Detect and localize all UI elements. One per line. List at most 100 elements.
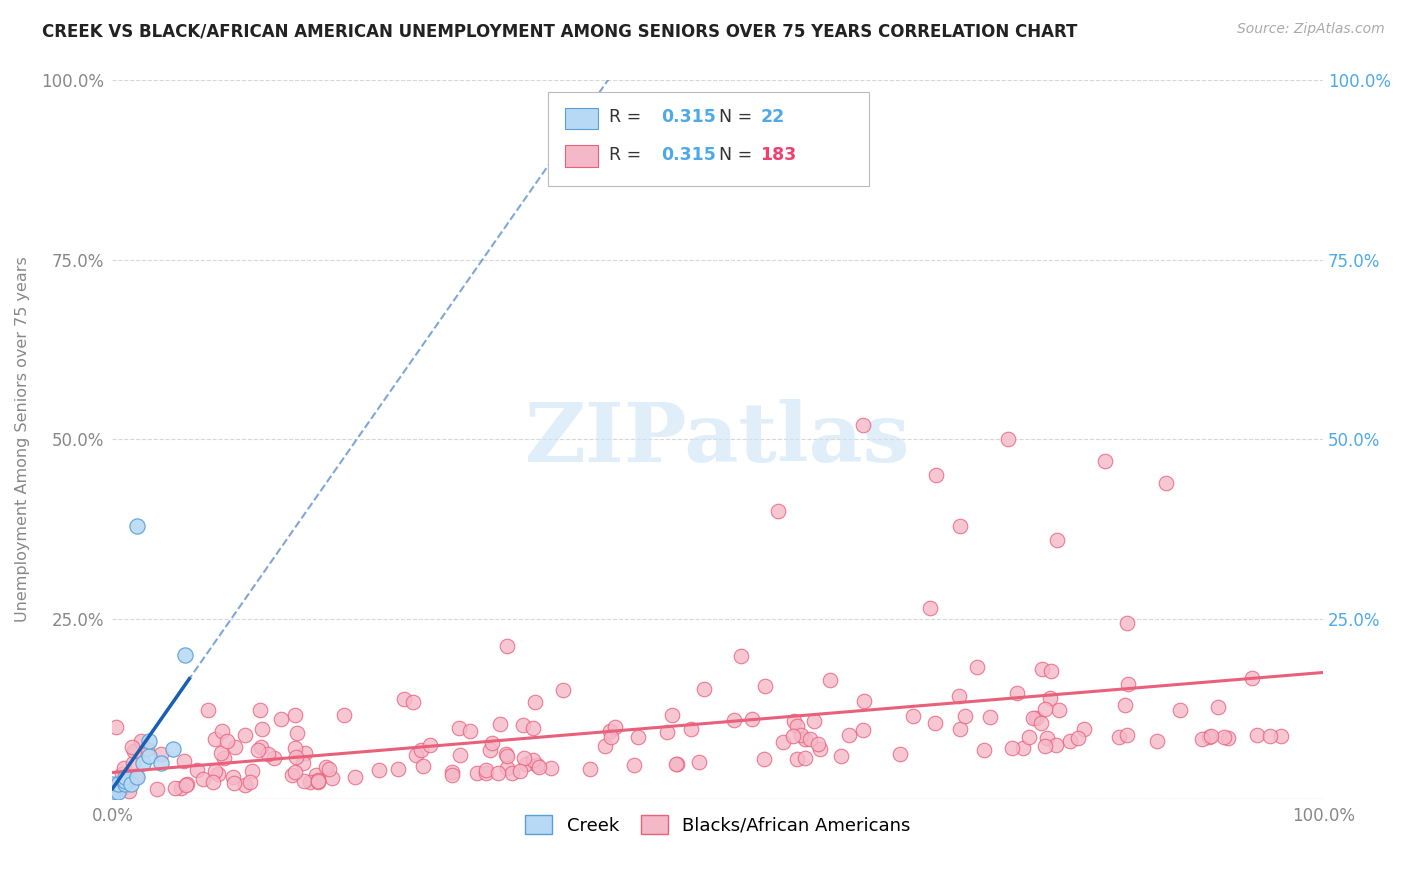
- Point: [112, 761, 135, 775]
- Point: [808, 742, 831, 756]
- Point: [1240, 671, 1263, 685]
- Point: [1116, 615, 1139, 630]
- Point: [786, 719, 808, 733]
- Point: [103, 784, 125, 798]
- Point: [441, 768, 464, 782]
- Point: [579, 762, 602, 776]
- Point: [465, 765, 488, 780]
- Point: [1094, 454, 1116, 468]
- Point: [1001, 741, 1024, 756]
- Point: [105, 779, 128, 793]
- Point: [174, 648, 197, 662]
- Point: [246, 743, 269, 757]
- Point: [693, 682, 716, 697]
- Point: [284, 741, 307, 756]
- Point: [830, 748, 852, 763]
- Point: [165, 780, 187, 795]
- Point: [1260, 729, 1282, 743]
- Point: [475, 763, 498, 777]
- Point: [1116, 728, 1139, 742]
- Point: [803, 714, 825, 728]
- Point: [955, 708, 977, 723]
- Point: [394, 692, 416, 706]
- Point: [1035, 731, 1057, 746]
- Point: [924, 715, 946, 730]
- Point: [1035, 739, 1057, 753]
- Point: [125, 770, 148, 784]
- Point: [315, 760, 337, 774]
- Point: [191, 772, 214, 787]
- Point: [409, 743, 432, 757]
- Legend: Creek, Blacks/African Americans: Creek, Blacks/African Americans: [516, 806, 920, 844]
- Point: [918, 601, 941, 615]
- Point: [212, 751, 235, 765]
- Point: [593, 739, 616, 753]
- Point: [402, 695, 425, 709]
- Point: [794, 732, 817, 747]
- Point: [412, 759, 434, 773]
- Point: [949, 518, 972, 533]
- Point: [440, 765, 463, 780]
- Point: [118, 783, 141, 797]
- Point: [114, 773, 136, 788]
- Point: [1031, 662, 1053, 676]
- Point: [122, 744, 145, 758]
- Point: [1108, 730, 1130, 744]
- Text: R =: R =: [609, 108, 647, 127]
- Point: [1011, 741, 1033, 756]
- Point: [478, 743, 501, 757]
- Point: [447, 721, 470, 735]
- Point: [1270, 729, 1292, 743]
- Point: [284, 764, 307, 779]
- Point: [224, 740, 246, 755]
- Point: [222, 776, 245, 790]
- Point: [343, 771, 366, 785]
- Point: [114, 777, 136, 791]
- Point: [838, 728, 860, 742]
- Text: N =: N =: [718, 145, 758, 164]
- Point: [475, 766, 498, 780]
- Point: [681, 723, 703, 737]
- Point: [449, 748, 471, 763]
- Point: [121, 739, 143, 754]
- Point: [783, 714, 806, 728]
- Point: [138, 734, 160, 748]
- Point: [136, 741, 159, 756]
- Point: [207, 767, 229, 781]
- Point: [249, 739, 271, 754]
- Point: [305, 767, 328, 781]
- Point: [105, 782, 128, 797]
- Point: [150, 747, 173, 761]
- Point: [1154, 475, 1177, 490]
- Point: [111, 767, 134, 781]
- Point: [661, 708, 683, 723]
- Point: [754, 752, 776, 766]
- Point: [307, 772, 329, 787]
- Point: [284, 707, 307, 722]
- Point: [162, 741, 184, 756]
- Point: [603, 720, 626, 734]
- Point: [1059, 734, 1081, 748]
- Point: [741, 712, 763, 726]
- Point: [496, 749, 519, 764]
- Point: [101, 789, 124, 803]
- Point: [173, 754, 195, 768]
- Text: ZIPatlas: ZIPatlas: [524, 400, 911, 479]
- Point: [481, 736, 503, 750]
- Point: [235, 778, 257, 792]
- Point: [513, 751, 536, 765]
- Point: [101, 792, 124, 806]
- Point: [333, 707, 356, 722]
- Point: [321, 771, 343, 785]
- Point: [786, 752, 808, 766]
- Point: [600, 730, 623, 744]
- Text: 0.315: 0.315: [661, 108, 716, 127]
- Point: [730, 648, 752, 663]
- Point: [979, 710, 1001, 724]
- Point: [754, 679, 776, 693]
- Point: [1007, 686, 1029, 700]
- Point: [101, 784, 124, 798]
- Point: [553, 683, 575, 698]
- Point: [599, 724, 621, 739]
- Point: [807, 737, 830, 751]
